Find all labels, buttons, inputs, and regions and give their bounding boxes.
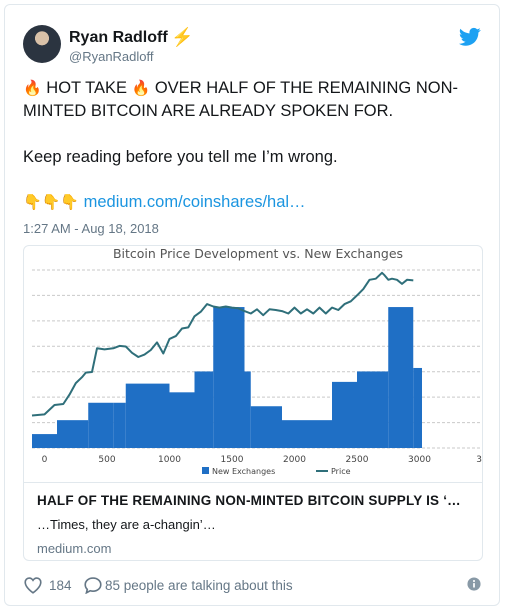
exchange-bar: [388, 307, 414, 448]
chart: Bitcoin Price Development vs. New Exchan…: [31, 246, 483, 476]
tweet-link[interactable]: medium.com/coinshares/hal…: [83, 193, 306, 211]
exchange-bar: [88, 402, 114, 448]
timestamp[interactable]: 1:27 AM - Aug 18, 2018: [23, 221, 159, 236]
x-tick-label: 3000: [408, 455, 431, 465]
exchange-bar: [282, 420, 295, 448]
chart-bars: [32, 307, 422, 448]
like-count: 184: [49, 578, 72, 593]
exchange-bar: [250, 406, 282, 448]
exchange-bar: [57, 420, 89, 448]
preview-description: …Times, they are a-changin’…: [37, 517, 216, 532]
x-tick-label: 2500: [346, 455, 369, 465]
legend-label-exchanges: New Exchanges: [212, 467, 275, 476]
chart-title: Bitcoin Price Development vs. New Exchan…: [113, 246, 403, 261]
legend-swatch-exchanges: [202, 467, 209, 474]
fire-emoji: 🔥: [131, 80, 151, 97]
twitter-bird-icon[interactable]: [459, 27, 481, 47]
reply-bubble-icon[interactable]: [83, 576, 103, 594]
chart-price-line: [31, 271, 414, 417]
tweet-actions: 184 85 people are talking about this: [23, 575, 487, 595]
fire-emoji: 🔥: [23, 80, 42, 97]
exchange-bar: [294, 420, 332, 448]
exchange-bar: [357, 371, 389, 448]
exchange-bar: [332, 381, 357, 448]
author-handle[interactable]: @RyanRadloff: [69, 49, 154, 64]
exchange-bar: [244, 371, 251, 448]
tweet-link-line: 👇👇👇 medium.com/coinshares/hal…: [23, 193, 306, 212]
exchange-bar: [413, 367, 422, 448]
exchange-bar: [32, 434, 57, 448]
avatar[interactable]: [23, 25, 61, 63]
exchange-bar: [125, 383, 157, 448]
preview-text-block: HALF OF THE REMAINING NON-MINTED BITCOIN…: [24, 482, 482, 556]
heart-icon[interactable]: [23, 576, 43, 594]
tweet-text: 🔥 HOT TAKE 🔥 OVER HALF OF THE REMAINING …: [23, 77, 483, 169]
tweet-card: Ryan Radloff ⚡ @RyanRadloff 🔥 HOT TAKE 🔥…: [4, 4, 500, 606]
author-name[interactable]: Ryan Radloff: [69, 29, 168, 46]
exchange-bar: [213, 307, 245, 448]
tweet-body-text: Keep reading before you tell me I’m wron…: [23, 148, 338, 166]
exchange-bar: [113, 402, 126, 448]
hot-take-text: HOT TAKE: [46, 79, 127, 97]
exchange-bar: [157, 383, 170, 448]
preview-domain: medium.com: [37, 541, 112, 556]
x-tick-label: 500: [98, 455, 115, 465]
legend-label-price: Price: [331, 467, 351, 476]
talking-count[interactable]: 85 people are talking about this: [105, 578, 293, 593]
price-line: [31, 271, 414, 417]
x-tick-label: 0: [42, 455, 48, 465]
x-tick-label: 1000: [158, 455, 181, 465]
exchange-bar: [169, 392, 195, 448]
chart-legend: New Exchanges Price: [202, 467, 351, 476]
lightning-emoji: ⚡: [171, 27, 194, 47]
preview-title[interactable]: HALF OF THE REMAINING NON-MINTED BITCOIN…: [37, 493, 461, 508]
x-tick-label: 1500: [221, 455, 244, 465]
info-icon[interactable]: [467, 577, 481, 591]
x-tick-label: 35: [476, 455, 483, 465]
link-preview-card[interactable]: Bitcoin Price Development vs. New Exchan…: [23, 245, 483, 561]
tweet-headline-text: OVER HALF OF THE REMAINING NON-MINTED BI…: [23, 79, 458, 120]
x-tick-label: 2000: [283, 455, 306, 465]
chart-x-ticks: 0 500 1000 1500 2000 2500 3000 35: [42, 455, 483, 465]
pointing-down-emojis: 👇👇👇: [23, 194, 80, 211]
exchange-bar: [194, 371, 214, 448]
